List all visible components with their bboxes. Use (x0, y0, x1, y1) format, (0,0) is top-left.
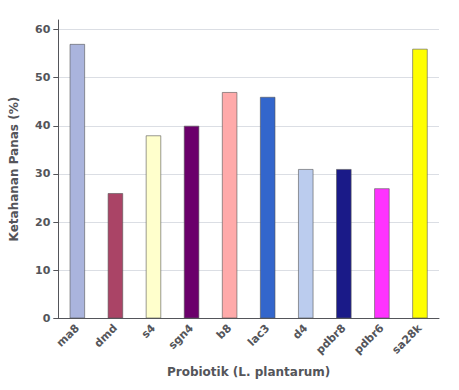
svg-text:ma8: ma8 (54, 322, 82, 350)
svg-text:pdbr6: pdbr6 (351, 321, 386, 356)
svg-text:s4: s4 (139, 321, 158, 340)
svg-text:b8: b8 (214, 322, 234, 342)
svg-text:sgn4: sgn4 (166, 321, 197, 352)
svg-text:20: 20 (35, 216, 51, 229)
svg-text:Probiotik (L. plantarum): Probiotik (L. plantarum) (167, 365, 330, 379)
svg-text:60: 60 (35, 23, 51, 36)
svg-text:10: 10 (35, 264, 51, 277)
svg-text:0: 0 (43, 312, 51, 325)
svg-text:50: 50 (35, 71, 51, 84)
svg-text:d4: d4 (290, 321, 310, 341)
svg-text:30: 30 (35, 167, 51, 180)
svg-text:pdbr8: pdbr8 (313, 322, 348, 357)
svg-text:lac3: lac3 (245, 322, 272, 349)
svg-text:40: 40 (35, 119, 51, 132)
svg-text:sa28k: sa28k (390, 321, 426, 357)
svg-text:Ketahanan Panas (%): Ketahanan Panas (%) (7, 97, 21, 242)
svg-text:dmd: dmd (92, 322, 120, 350)
